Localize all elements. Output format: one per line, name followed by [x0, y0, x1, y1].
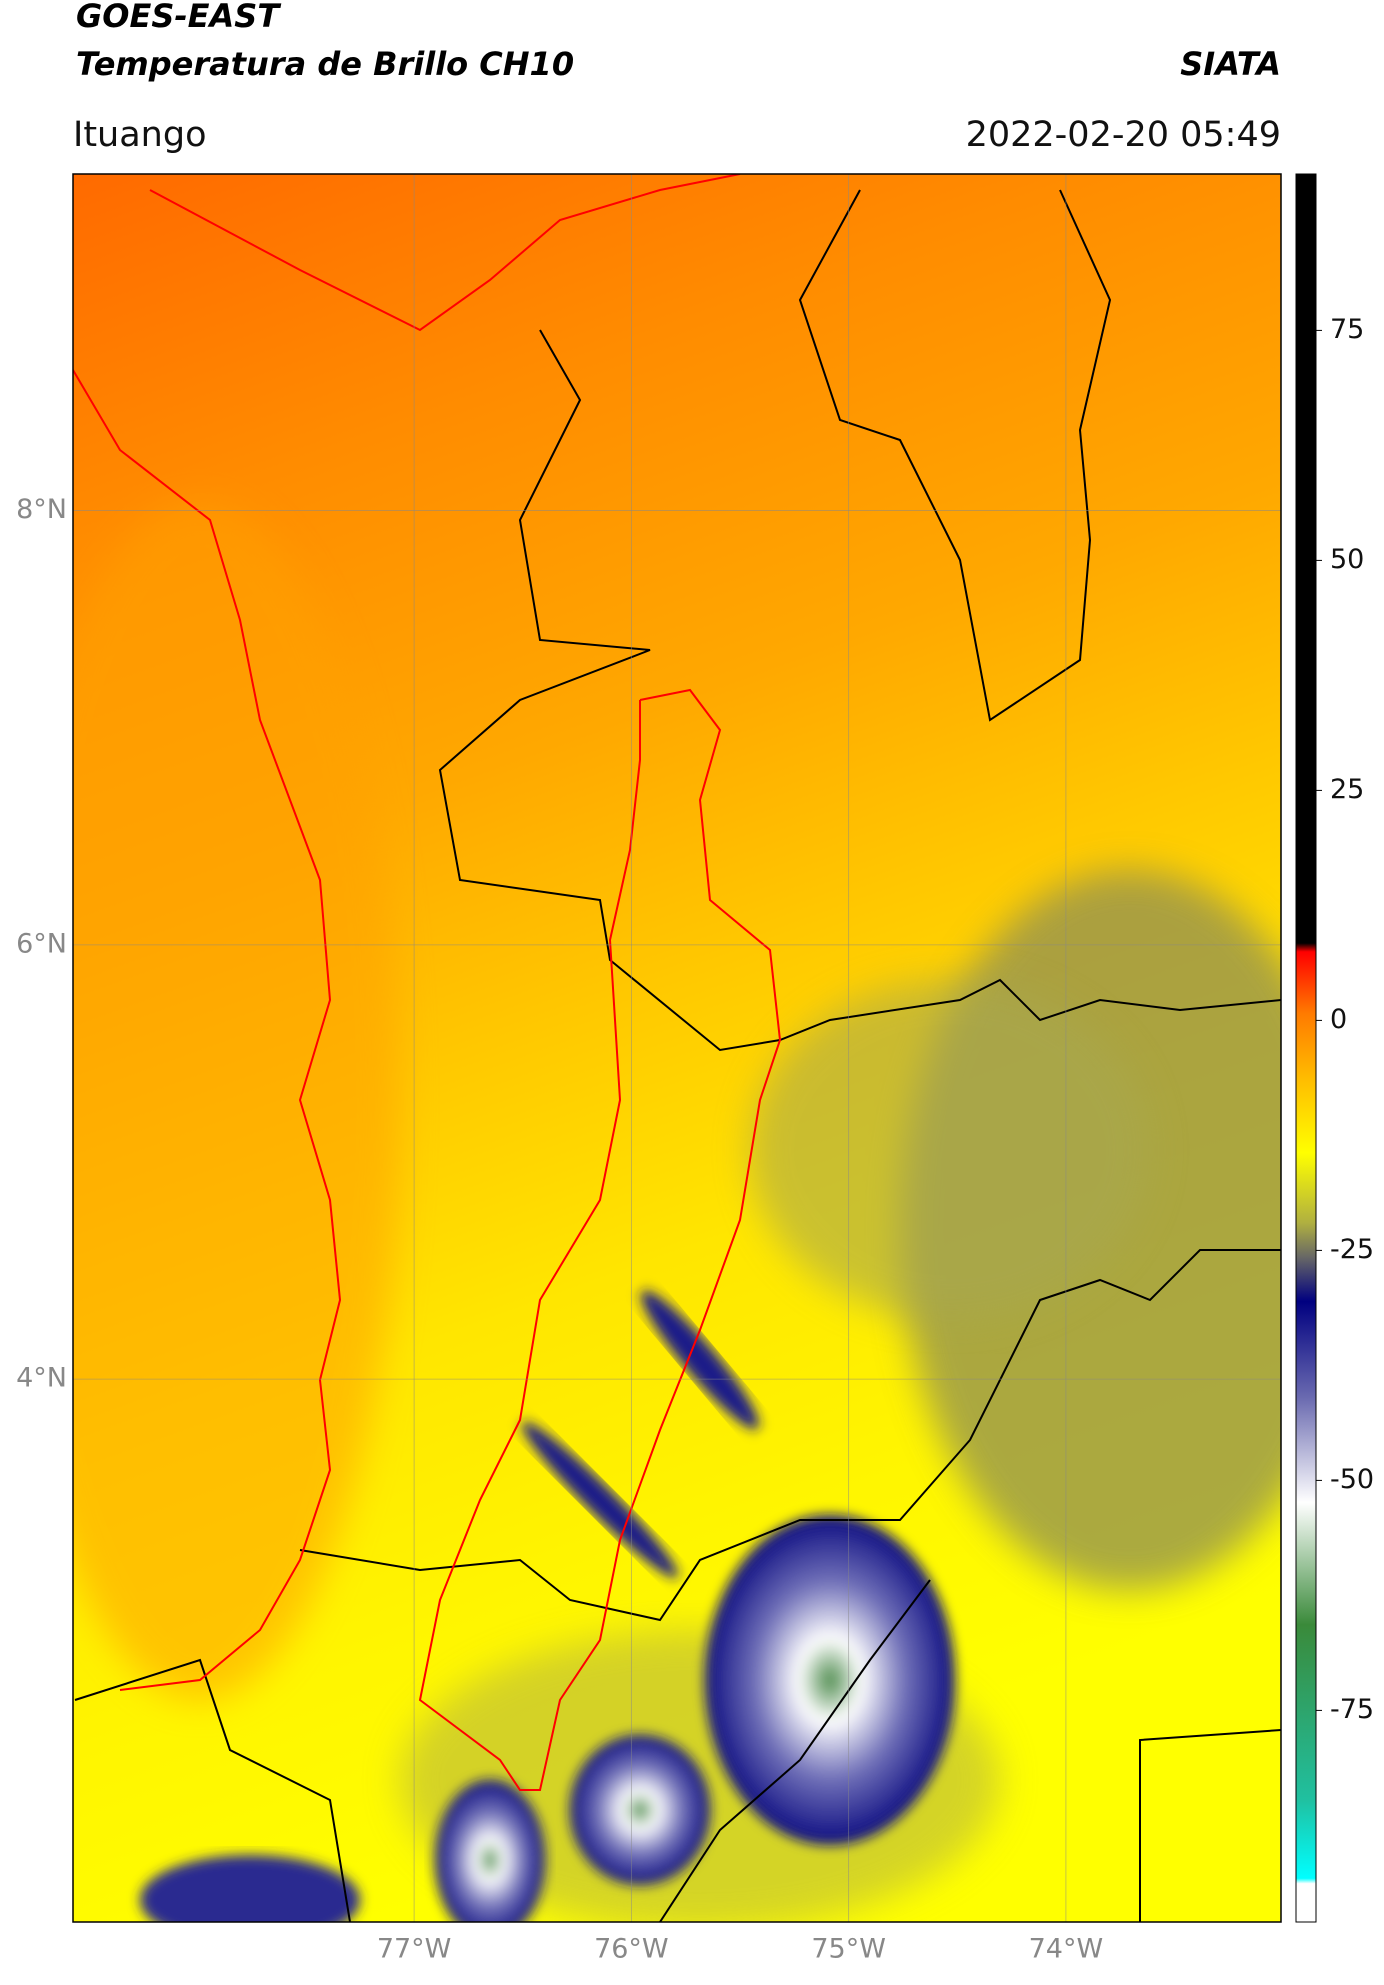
agency: SIATA: [1180, 45, 1281, 83]
lon-tick-label: 74°W: [1029, 1934, 1104, 1965]
map-image: [73, 174, 1281, 1922]
lat-tick-label: 4°N: [16, 1363, 67, 1394]
datetime: 2022-02-20 05:49: [966, 115, 1281, 155]
lon-tick-label: 75°W: [811, 1934, 886, 1965]
colorbar-tick-label: 25: [1330, 774, 1364, 805]
colorbar-tick-label: 75: [1330, 314, 1364, 345]
satellite: GOES-EAST: [76, 0, 281, 35]
colorbar-tick-label: -25: [1330, 1234, 1374, 1265]
colorbar-tick-label: 0: [1330, 1004, 1347, 1035]
colorbar-tick-label: -75: [1330, 1694, 1374, 1725]
map-frame: [72, 173, 1282, 1923]
colorbar-tick-label: 50: [1330, 544, 1364, 575]
location: Ituango: [73, 115, 207, 155]
lat-tick-label: 8°N: [16, 494, 67, 525]
colorbar-tick-label: -50: [1330, 1464, 1374, 1495]
lon-tick-label: 76°W: [594, 1934, 669, 1965]
colorbar: [1295, 173, 1317, 1923]
lon-tick-label: 77°W: [377, 1934, 452, 1965]
graticule: [73, 174, 1281, 1922]
product: Temperatura de Brillo CH10: [76, 45, 574, 83]
lat-tick-label: 6°N: [16, 928, 67, 959]
